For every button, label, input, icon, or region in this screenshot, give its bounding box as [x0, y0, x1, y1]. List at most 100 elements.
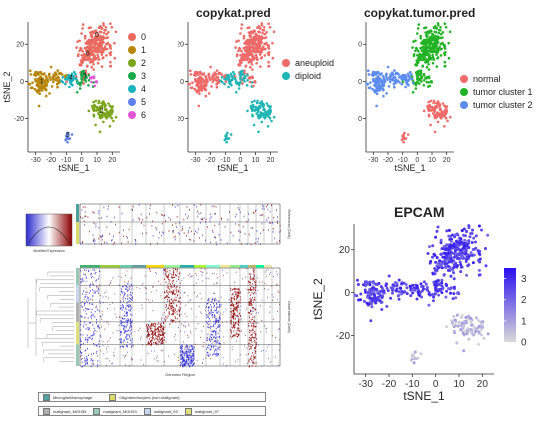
point: [477, 331, 480, 334]
point: [467, 338, 470, 341]
point: [432, 58, 435, 61]
point: [374, 80, 377, 83]
point: [368, 73, 371, 76]
point: [241, 23, 244, 26]
point: [249, 76, 252, 79]
point: [380, 81, 383, 84]
point: [30, 73, 33, 76]
point: [449, 116, 452, 119]
point: [102, 101, 105, 104]
point: [212, 81, 215, 84]
point: [429, 85, 432, 88]
point: [45, 85, 48, 88]
point: [418, 59, 421, 62]
point: [223, 83, 226, 86]
point: [95, 81, 98, 84]
point: [251, 63, 254, 66]
y-tick-label: -20: [14, 116, 24, 123]
point: [204, 87, 207, 90]
point: [416, 78, 419, 81]
point: [244, 55, 247, 58]
point: [433, 283, 436, 286]
point: [93, 68, 96, 71]
point: [251, 38, 254, 41]
point: [200, 82, 203, 85]
point: [217, 81, 220, 84]
point: [261, 32, 264, 35]
point: [413, 53, 416, 56]
point: [270, 120, 273, 123]
point: [254, 50, 257, 53]
legend-label: malignant_MGH53: [103, 409, 136, 414]
point: [87, 59, 90, 62]
point: [486, 234, 489, 237]
point: [109, 61, 112, 64]
point: [386, 76, 389, 79]
point: [80, 32, 83, 35]
point: [417, 291, 420, 294]
x-tick-label: -30: [190, 157, 200, 164]
point: [437, 262, 440, 265]
point: [82, 59, 85, 62]
point: [422, 285, 425, 288]
point: [356, 279, 359, 282]
x-tick-label: 10: [252, 157, 260, 164]
point: [107, 102, 110, 105]
point: [448, 57, 451, 60]
point: [420, 282, 423, 285]
point: [377, 82, 380, 85]
point: [480, 334, 483, 337]
legend-swatch: [128, 33, 136, 41]
point: [434, 131, 437, 134]
point: [462, 349, 465, 352]
colorbar-tick-label: 3: [521, 274, 527, 285]
point: [258, 114, 261, 117]
point: [395, 81, 398, 84]
point: [110, 65, 113, 68]
point: [272, 57, 275, 60]
point: [41, 86, 44, 89]
chromosome-strip: [248, 265, 256, 268]
point: [199, 72, 202, 75]
point: [459, 270, 462, 273]
legend-entry: 2: [128, 56, 146, 69]
point: [264, 48, 267, 51]
point: [449, 268, 452, 271]
point: [353, 294, 356, 297]
point: [455, 341, 458, 344]
infercnv-heatmap: Modified ExpressionGenomic RegionReferen…: [22, 198, 294, 388]
point: [438, 32, 441, 35]
point: [475, 317, 478, 320]
point: [252, 30, 255, 33]
point: [392, 288, 395, 291]
point: [434, 44, 437, 47]
point: [91, 76, 94, 79]
point: [454, 233, 457, 236]
point: [246, 79, 249, 82]
point: [434, 254, 437, 257]
point: [251, 81, 254, 84]
x-tick-label: -20: [205, 157, 215, 164]
point: [450, 275, 453, 278]
point: [425, 26, 428, 29]
point: [453, 277, 456, 280]
x-axis-label: tSNE_1: [217, 163, 248, 173]
point: [256, 58, 259, 61]
point: [369, 81, 372, 84]
x-axis-label: tSNE_1: [403, 389, 445, 403]
point: [36, 84, 39, 87]
point: [101, 65, 104, 68]
point: [245, 53, 248, 56]
point: [195, 84, 198, 87]
point: [94, 85, 97, 88]
legend-swatch-5: [185, 408, 192, 415]
point: [430, 109, 433, 112]
chromosome-strip: [120, 265, 132, 268]
point: [480, 229, 483, 232]
point: [251, 56, 254, 59]
point: [202, 73, 205, 76]
point: [248, 49, 251, 52]
point: [95, 39, 98, 42]
point: [262, 105, 265, 108]
point: [259, 106, 262, 109]
